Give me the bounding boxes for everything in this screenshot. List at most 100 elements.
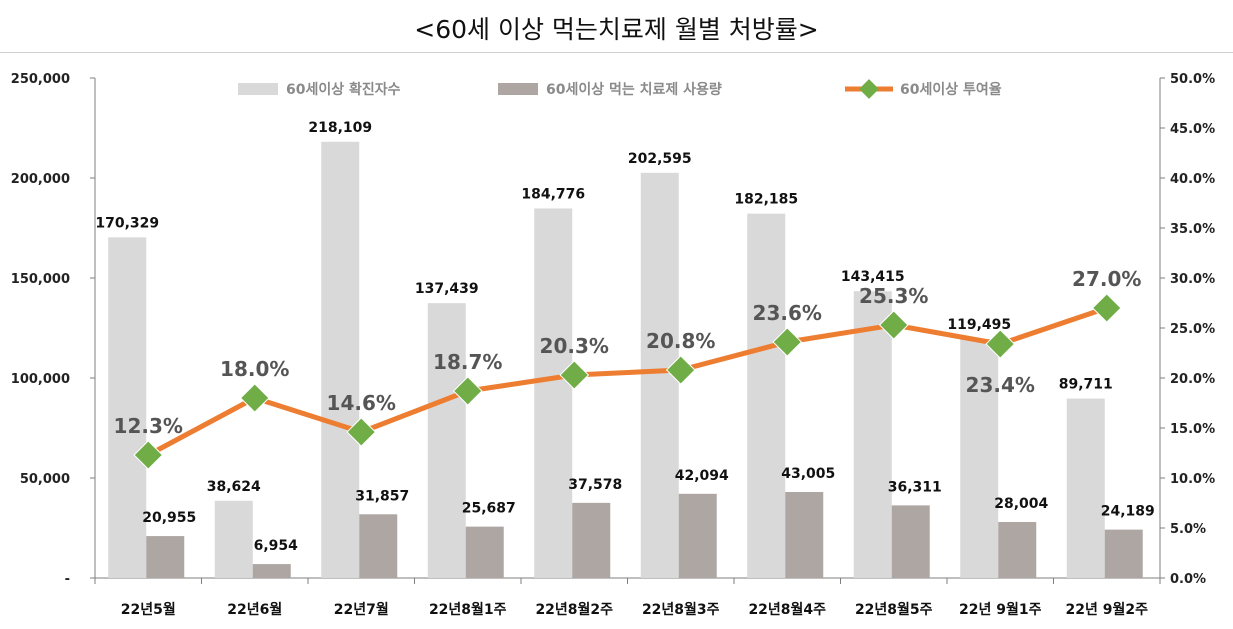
confirmed-bar: [534, 208, 573, 578]
confirmed-bar: [214, 500, 253, 578]
rate-point: [346, 417, 377, 447]
x-tick-label: 22년8월4주: [748, 601, 826, 618]
usage-bar: [465, 526, 504, 578]
y-right-tick-label: 50.0%: [1170, 72, 1215, 87]
y-left-tick-label: 100,000: [11, 372, 70, 387]
axes: - 50,000 100,000 150,000 200,000 250,000 0.0% 5…: [11, 72, 1215, 618]
legend: 60세이상 확진자수 60세이상 먹는 치료제 사용량 60세이상 투여율: [238, 79, 1002, 99]
y-left-tick-label: -: [65, 572, 70, 587]
confirmed-bar: [853, 291, 892, 578]
usage-bar-label: 43,005: [781, 466, 835, 482]
rate-point: [239, 383, 270, 413]
usage-bar: [146, 536, 185, 578]
y-left-tick-label: 250,000: [11, 72, 70, 87]
rate-point: [985, 329, 1016, 359]
rate-point-label: 23.6%: [753, 301, 822, 325]
legend-label-rate: 60세이상 투여율: [900, 81, 1002, 98]
y-right-tick-label: 40.0%: [1170, 172, 1215, 187]
confirmed-bar: [960, 339, 999, 578]
rate-point: [772, 327, 803, 357]
usage-bar-label: 20,955: [142, 510, 196, 526]
confirmed-bar: [427, 303, 466, 578]
usage-bar: [359, 514, 398, 578]
legend-swatch-usage: [498, 83, 538, 95]
rate-line-path: [147, 305, 1108, 458]
confirmed-bar-label: 38,624: [207, 479, 261, 495]
rate-point: [665, 355, 696, 385]
usage-bar-label: 25,687: [462, 501, 516, 517]
confirmed-bar-label: 184,776: [521, 186, 585, 202]
rate-point-label: 14.6%: [327, 391, 396, 415]
usage-bar-label: 24,189: [1101, 504, 1155, 520]
x-tick-label: 22년8월1주: [429, 601, 507, 618]
y-right-tick-label: 15.0%: [1170, 422, 1215, 437]
usage-bar: [891, 505, 930, 578]
confirmed-bar: [108, 237, 147, 579]
legend-label-usage: 60세이상 먹는 치료제 사용량: [546, 81, 722, 98]
confirmed-bar-label: 218,109: [308, 120, 372, 136]
rate-point-label: 18.7%: [433, 350, 502, 374]
confirmed-bar: [321, 141, 360, 579]
usage-bar-label: 6,954: [254, 538, 299, 554]
rate-point-label: 20.8%: [646, 329, 715, 353]
usage-bar-label: 36,311: [888, 479, 942, 495]
confirmed-bar: [747, 213, 786, 578]
usage-bar: [998, 521, 1037, 578]
confirmed-bar-label: 137,439: [415, 281, 479, 297]
rate-point: [878, 310, 909, 340]
usage-bar-label: 31,857: [355, 488, 409, 504]
confirmed-bar-label: 143,415: [841, 269, 905, 285]
rate-line: [133, 293, 1122, 470]
usage-bar-label: 28,004: [994, 496, 1048, 512]
usage-bar: [678, 493, 717, 578]
confirmed-bar-label: 182,185: [734, 192, 798, 208]
legend-swatch-confirmed: [238, 83, 278, 95]
confirmed-bar: [1066, 398, 1105, 578]
rate-point-label: 27.0%: [1072, 267, 1141, 291]
y-right-tick-label: 35.0%: [1170, 222, 1215, 237]
y-left-tick-label: 50,000: [20, 472, 70, 487]
y-left-tick-label: 200,000: [11, 172, 70, 187]
rate-point-label: 25.3%: [859, 284, 928, 308]
rate-point: [559, 360, 590, 390]
x-tick-label: 22년6월: [227, 601, 282, 618]
x-tick-label: 22년 9월1주: [959, 601, 1042, 618]
data-labels: 170,329 20,955 38,624 6,954 218,109 31,857 137…: [95, 120, 1154, 554]
x-tick-label: 22년 9월2주: [1066, 601, 1149, 618]
x-tick-label: 22년8월2주: [535, 601, 613, 618]
confirmed-bar-label: 202,595: [628, 151, 692, 167]
usage-bar-label: 37,578: [568, 477, 622, 493]
chart-title: <60세 이상 먹는치료제 월별 처방률>: [414, 15, 819, 44]
usage-bar: [572, 502, 611, 578]
usage-bar: [1104, 529, 1143, 578]
legend-swatch-rate-marker: [859, 79, 879, 99]
y-right-tick-label: 0.0%: [1170, 572, 1206, 587]
y-right-tick-label: 30.0%: [1170, 272, 1215, 287]
y-right-tick-label: 20.0%: [1170, 372, 1215, 387]
legend-label-confirmed: 60세이상 확진자수: [286, 81, 401, 98]
y-right-tick-label: 25.0%: [1170, 322, 1215, 337]
rate-point-label: 18.0%: [220, 357, 289, 381]
y-right-tick-label: 45.0%: [1170, 122, 1215, 137]
rate-point: [133, 440, 164, 470]
title-divider: [0, 52, 1233, 53]
x-tick-label: 22년8월3주: [642, 601, 720, 618]
confirmed-bar-label: 89,711: [1059, 377, 1113, 393]
confirmed-bar-label: 170,329: [95, 215, 159, 231]
rate-point: [1091, 293, 1122, 323]
y-left-tick-label: 150,000: [11, 272, 70, 287]
bars: [108, 141, 1143, 579]
x-tick-label: 22년7월: [334, 601, 389, 618]
rate-point-label: 20.3%: [540, 334, 609, 358]
y-right-tick-label: 10.0%: [1170, 472, 1215, 487]
x-tick-label: 22년8월5주: [855, 601, 933, 618]
usage-bar: [252, 564, 291, 578]
y-right-tick-label: 5.0%: [1170, 522, 1206, 537]
confirmed-bar-label: 119,495: [947, 317, 1011, 333]
rate-point-label: 12.3%: [114, 414, 183, 438]
usage-bar: [785, 491, 824, 578]
x-tick-label: 22년5월: [121, 601, 176, 618]
rate-point-label: 23.4%: [966, 373, 1035, 397]
rate-point: [452, 376, 483, 406]
